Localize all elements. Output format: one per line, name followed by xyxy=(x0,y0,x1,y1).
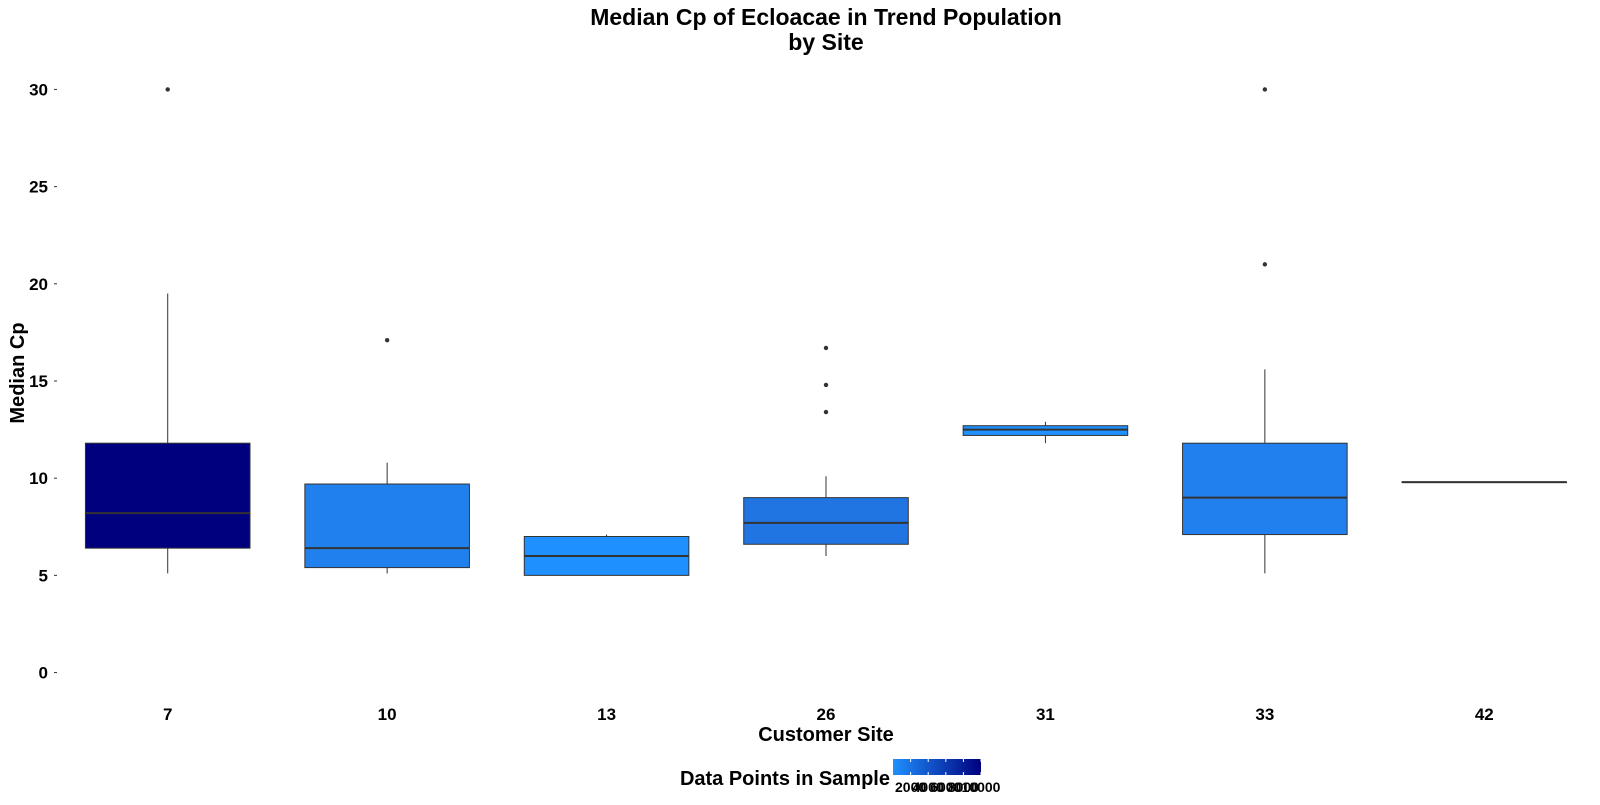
box-site-7 xyxy=(84,87,251,574)
legend-tick-label: 10000 xyxy=(962,779,1001,795)
x-tick-label: 10 xyxy=(378,705,397,724)
legend-tick-label: 4000 xyxy=(913,779,944,795)
outlier-point xyxy=(384,337,390,343)
legend-tick-label: 8000 xyxy=(948,779,979,795)
x-tick-label: 26 xyxy=(817,705,836,724)
box-site-33 xyxy=(1182,87,1348,574)
x-tick-label: 33 xyxy=(1255,705,1274,724)
y-tick-label: 15 xyxy=(29,372,48,391)
x-tick-label: 31 xyxy=(1036,705,1055,724)
y-tick-label: 30 xyxy=(29,80,48,99)
y-tick-label: 25 xyxy=(29,178,48,197)
legend: Data Points in Sample 200040006000800010… xyxy=(680,759,1001,795)
y-axis-label: Median Cp xyxy=(7,322,29,423)
legend-title: Data Points in Sample xyxy=(680,768,890,790)
outlier-point xyxy=(1262,87,1268,92)
x-axis: 7 10 13 26 31 33 42 xyxy=(163,705,1494,724)
y-axis: 0 5 10 15 20 25 30 xyxy=(29,80,57,683)
y-tick-label: 10 xyxy=(29,469,48,488)
outlier-point xyxy=(1262,262,1268,267)
y-tick-label: 20 xyxy=(29,275,48,294)
legend-colorbar xyxy=(893,759,981,775)
outlier-point xyxy=(165,87,170,92)
box-site-31 xyxy=(962,421,1129,444)
box-iqr xyxy=(304,483,470,569)
outlier-point xyxy=(823,409,829,415)
box-iqr xyxy=(84,442,251,549)
box-site-42 xyxy=(1401,481,1568,484)
box-site-26 xyxy=(743,345,909,556)
box-site-13 xyxy=(523,534,690,576)
box-site-10 xyxy=(304,337,470,574)
legend-tick-label: 6000 xyxy=(930,779,961,795)
outlier-point xyxy=(823,345,829,351)
chart-title-line1: Median Cp of Ecloacae in Trend Populatio… xyxy=(590,4,1062,30)
box-iqr xyxy=(743,497,909,545)
boxplot-series xyxy=(84,87,1568,576)
outlier-point xyxy=(823,382,829,388)
y-tick-label: 5 xyxy=(39,566,48,585)
legend-tick-label: 2000 xyxy=(895,779,926,795)
x-tick-label: 13 xyxy=(597,705,616,724)
x-axis-label: Customer Site xyxy=(758,724,894,746)
x-tick-label: 7 xyxy=(163,705,172,724)
y-tick-label: 0 xyxy=(39,664,48,683)
x-tick-label: 42 xyxy=(1475,705,1494,724)
box-iqr xyxy=(1182,442,1348,536)
chart-title-line2: by Site xyxy=(788,29,863,55)
